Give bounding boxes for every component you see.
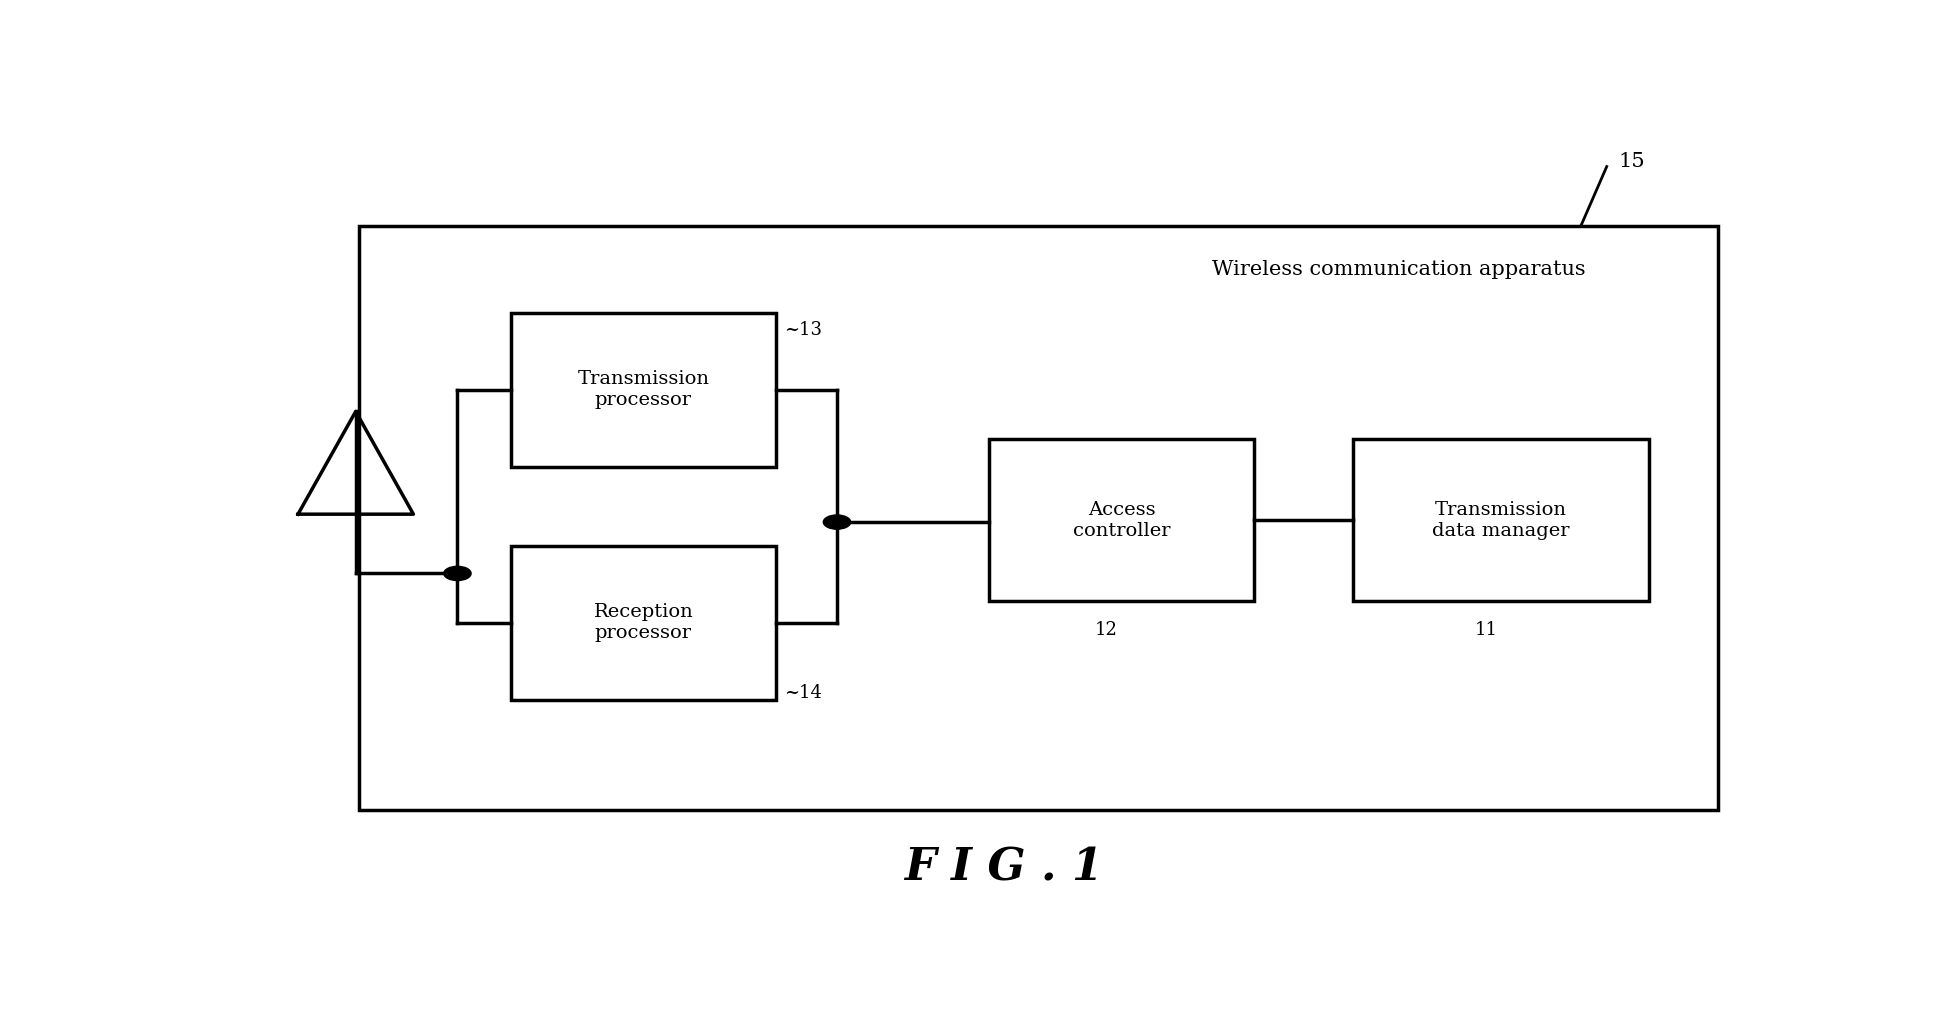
Text: Transmission
processor: Transmission processor [578, 370, 709, 409]
Circle shape [823, 515, 850, 529]
Text: Wireless communication apparatus: Wireless communication apparatus [1213, 260, 1585, 279]
Bar [989, 439, 1254, 601]
Text: ~13: ~13 [784, 320, 823, 339]
Text: 11: 11 [1475, 621, 1497, 639]
Text: Transmission
data manager: Transmission data manager [1432, 501, 1569, 540]
Text: 12: 12 [1095, 621, 1119, 639]
Bar [358, 226, 1718, 811]
Circle shape [445, 566, 470, 581]
Text: 15: 15 [1618, 152, 1646, 170]
Bar [1354, 439, 1649, 601]
Text: Reception
processor: Reception processor [594, 603, 693, 642]
Bar [511, 313, 776, 467]
Text: Access
controller: Access controller [1074, 501, 1170, 540]
Text: ~14: ~14 [784, 684, 821, 702]
Bar [511, 546, 776, 700]
Text: F I G . 1: F I G . 1 [905, 846, 1103, 890]
